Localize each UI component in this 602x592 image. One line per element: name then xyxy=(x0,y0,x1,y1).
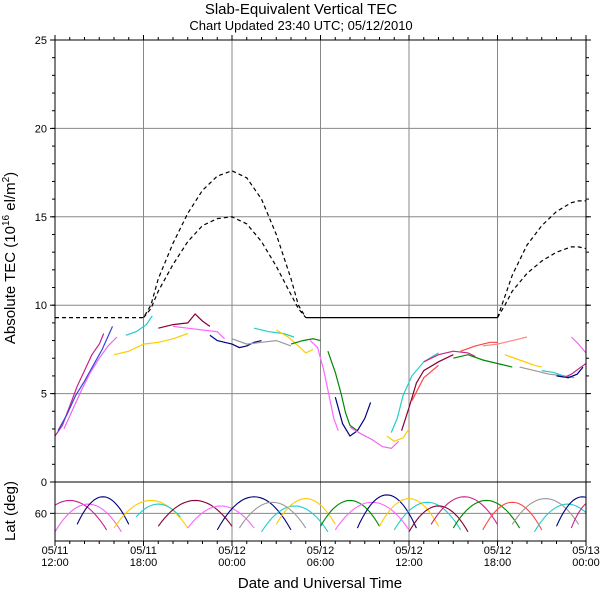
series-line-16 xyxy=(290,338,321,345)
x-tick-time: 12:00 xyxy=(41,557,69,569)
y-axis-title: Absolute TEC (1016 el/m2) xyxy=(1,172,19,344)
x-tick-date: 05/12 xyxy=(395,545,423,557)
y-tick-label: 5 xyxy=(41,389,47,401)
series-line-32 xyxy=(556,366,584,379)
chart-title: Slab-Equivalent Vertical TEC xyxy=(205,1,397,18)
series-line-1 xyxy=(143,216,307,318)
series-line-3 xyxy=(496,200,586,318)
y-axis-title-unit: el/m xyxy=(2,182,19,215)
y-axis-title-end: ) xyxy=(2,172,19,177)
lat-track-21 xyxy=(533,503,586,533)
series-line-8 xyxy=(113,332,189,356)
x-tick-date: 05/12 xyxy=(307,545,335,557)
lat-track-20 xyxy=(511,498,580,525)
series-line-0 xyxy=(55,170,307,319)
series-line-22 xyxy=(390,352,439,433)
series-line-9 xyxy=(125,315,153,336)
lat-track-12 xyxy=(334,501,410,531)
x-tick-time: 06:00 xyxy=(307,557,335,569)
series-line-23 xyxy=(401,354,454,431)
lat-track-13 xyxy=(356,494,417,529)
series-line-5 xyxy=(54,333,105,437)
lat-track-5 xyxy=(157,499,233,527)
lat-track-10 xyxy=(275,498,336,525)
series-line-14 xyxy=(253,327,295,338)
x-tick-date: 05/12 xyxy=(484,545,512,557)
lat-track-22 xyxy=(556,496,586,527)
lat-track-18 xyxy=(452,499,521,529)
series-line-18 xyxy=(327,351,358,432)
series-line-26 xyxy=(453,354,513,368)
series-line-12 xyxy=(209,334,262,349)
y-axis-title-part: Absolute TEC (10 xyxy=(2,226,19,344)
x-tick-time: 18:00 xyxy=(130,557,158,569)
x-tick-time: 12:00 xyxy=(395,557,423,569)
series-line-29 xyxy=(504,354,542,368)
chart-subtitle: Chart Updated 23:40 UTC; 05/12/2010 xyxy=(189,18,412,33)
lat-track-6 xyxy=(187,505,255,529)
lat-track-17 xyxy=(430,496,498,525)
x-tick-time: 00:00 xyxy=(218,557,246,569)
series-line-27 xyxy=(460,341,498,352)
lat-track-2 xyxy=(76,496,130,525)
series-line-11 xyxy=(172,325,226,340)
x-tick-date: 05/13 xyxy=(572,545,600,557)
x-tick-time: 18:00 xyxy=(484,557,512,569)
lat-track-15 xyxy=(393,501,462,531)
y-axis-title-exponent: 16 xyxy=(1,214,12,226)
lat-track-23 xyxy=(570,502,586,529)
y-tick-label: 0 xyxy=(41,477,47,489)
x-axis: 05/1112:0005/1118:0005/1200:0005/1206:00… xyxy=(41,35,600,569)
series-line-10 xyxy=(158,313,211,329)
lat-track-0 xyxy=(55,499,108,531)
x-tick-date: 05/11 xyxy=(130,545,157,557)
lat-tracks xyxy=(55,494,586,533)
series-line-24 xyxy=(411,364,439,401)
series-line-25 xyxy=(423,350,476,363)
lat-track-3 xyxy=(113,499,189,529)
lat-track-14 xyxy=(379,498,439,527)
lat-track-8 xyxy=(238,501,307,529)
series-line-15 xyxy=(275,329,314,354)
lat-tick-label: 60 xyxy=(35,508,47,520)
series-line-19 xyxy=(334,396,372,437)
lat-track-4 xyxy=(135,503,181,518)
series-line-20 xyxy=(349,426,400,450)
x-tick-date: 05/12 xyxy=(218,545,246,557)
tec-plot-area: 0 5 10 15 20 25 xyxy=(35,35,591,541)
y-tick-label: 20 xyxy=(35,123,47,135)
series-line-13 xyxy=(231,338,292,347)
series-line-7 xyxy=(63,336,118,430)
series-line-4 xyxy=(496,246,587,318)
y-tick-label: 25 xyxy=(35,35,47,47)
lat-track-11 xyxy=(320,499,380,527)
lat-track-16 xyxy=(408,505,469,533)
x-axis-title: Date and Universal Time xyxy=(238,575,402,592)
y-tick-label: 10 xyxy=(35,300,47,312)
series-line-6 xyxy=(57,326,114,431)
latitude-plot-area: 60 xyxy=(35,481,587,542)
series-line-28 xyxy=(482,336,528,347)
lat-track-9 xyxy=(261,505,329,533)
series-line-21 xyxy=(386,428,410,442)
y-tick-label: 15 xyxy=(35,212,47,224)
y-axis-title-exponent2: 2 xyxy=(1,176,12,182)
x-tick-date: 05/11 xyxy=(42,545,69,557)
series-line-17 xyxy=(309,340,339,431)
series-line-30 xyxy=(519,366,564,377)
x-tick-time: 00:00 xyxy=(572,557,600,569)
series-line-34 xyxy=(570,336,587,354)
lat-axis-title: Lat (deg) xyxy=(2,481,19,541)
lat-track-1 xyxy=(55,503,122,533)
lat-track-19 xyxy=(482,501,543,531)
series-line-33 xyxy=(563,363,587,379)
